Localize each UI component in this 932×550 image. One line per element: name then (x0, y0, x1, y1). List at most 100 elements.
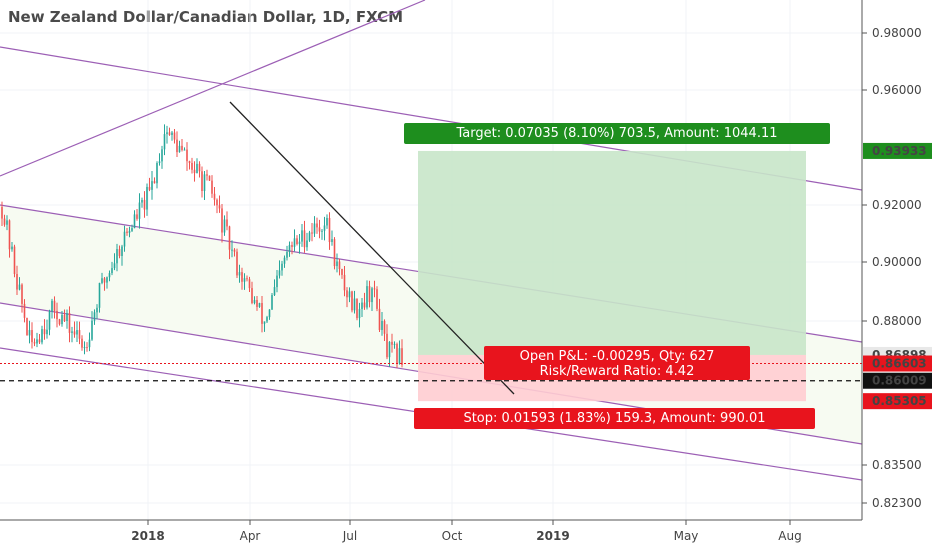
candle-body (308, 232, 311, 241)
candle-body (398, 348, 401, 364)
position-labels: Target: 0.07035 (8.10%) 703.5, Amount: 1… (404, 123, 830, 429)
price-marker-label: 0.93933 (872, 144, 927, 158)
candle-body (371, 288, 373, 303)
candle-body (101, 278, 103, 283)
price-marker-label: 0.86603 (872, 357, 927, 371)
candle-body (216, 199, 218, 206)
candle-body (168, 132, 171, 135)
candle-body (381, 320, 383, 330)
candle-body (281, 263, 283, 271)
candle-body (266, 317, 268, 322)
trendline (229, 101, 515, 395)
candle-body (258, 303, 261, 307)
candle-body (26, 317, 28, 336)
candle-body (198, 163, 201, 172)
candle-body (136, 214, 138, 219)
time-axis[interactable]: 2018 Apr Jul Oct 2019 May Aug (0, 519, 932, 550)
pnl-label-text-0: Open P&L: -0.00295, Qty: 627 (520, 349, 715, 364)
candle-body (293, 238, 296, 247)
candle-body (253, 299, 256, 304)
price-tick-label: 0.98000 (872, 26, 922, 40)
price-marker: 0.85305 (863, 393, 932, 410)
candle-body (6, 220, 8, 225)
candle-body (63, 314, 66, 322)
candle-body (348, 291, 351, 298)
candle-body (66, 313, 68, 322)
stop-label: Stop: 0.01593 (1.83%) 159.3, Amount: 990… (414, 408, 815, 429)
candle-body (158, 161, 161, 164)
candle-body (213, 193, 216, 200)
price-tick-label: 0.90000 (872, 255, 922, 269)
candle-body (151, 181, 153, 190)
time-tick-label: Jul (342, 529, 357, 543)
candle-body (336, 261, 338, 267)
candle-body (361, 302, 363, 310)
candle-body (218, 205, 221, 209)
candle-body (256, 299, 258, 307)
candle-body (16, 273, 18, 290)
candle-body (48, 311, 51, 330)
candle-body (228, 226, 231, 250)
candle-body (211, 180, 213, 194)
candle-body (131, 228, 133, 231)
target-label-text-0: Target: 0.07035 (8.10%) 703.5, Amount: 1… (455, 126, 777, 141)
candle-body (163, 134, 166, 150)
candle-body (41, 329, 43, 343)
candle-body (193, 169, 196, 174)
candle-body (181, 145, 183, 150)
candle-body (38, 339, 41, 343)
price-marker-bg (863, 372, 932, 389)
candle-body (328, 217, 331, 243)
candle-body (323, 225, 326, 231)
time-tick-label: Oct (442, 529, 463, 543)
time-tick-label: 2019 (536, 529, 569, 543)
candle-body (243, 278, 246, 282)
candle-body (128, 230, 131, 233)
candle-body (81, 338, 83, 348)
stop-label-bg (414, 408, 815, 429)
candle-body (8, 220, 11, 250)
candle-body (298, 241, 301, 245)
candle-body (248, 279, 251, 289)
candle-body (238, 272, 241, 276)
time-tick-label: May (674, 529, 699, 543)
candle-body (176, 139, 178, 153)
candle-body (391, 341, 393, 345)
candle-body (383, 320, 386, 334)
candle-body (386, 333, 388, 358)
target-label-bg (404, 123, 830, 144)
candle-body (283, 257, 286, 264)
price-tick-label: 0.82300 (872, 496, 922, 510)
chart-title: New Zealand Dollar/Canadian Dollar, 1D, … (8, 8, 404, 26)
candle-body (363, 302, 366, 308)
price-tick-label: 0.96000 (872, 83, 922, 97)
candle-body (338, 261, 341, 270)
price-axis[interactable]: 0.98000 0.96000 0.92000 0.90000 0.88000 0.835… (861, 0, 932, 550)
candle-body (356, 298, 358, 319)
candle-body (76, 330, 78, 335)
price-marker-bg (863, 142, 932, 159)
candle-body (123, 231, 126, 247)
candle-body (71, 331, 73, 333)
candle-body (333, 239, 336, 267)
candle-body (201, 171, 203, 191)
candle-body (276, 275, 278, 288)
candle-body (346, 290, 348, 298)
candle-body (78, 330, 81, 339)
candle-body (28, 330, 31, 336)
candle-body (278, 270, 281, 276)
candle-body (156, 163, 158, 184)
candle-body (106, 277, 108, 283)
candle-body (148, 186, 151, 190)
price-marker-label: 0.86009 (872, 374, 927, 388)
candle-body (396, 343, 398, 364)
candle-body (288, 245, 291, 252)
candle-body (13, 246, 16, 274)
candle-body (73, 331, 76, 335)
candle-body (96, 307, 98, 313)
candle-body (173, 132, 176, 140)
candle-body (246, 278, 248, 280)
candle-body (203, 174, 206, 191)
candle-body (18, 284, 21, 290)
